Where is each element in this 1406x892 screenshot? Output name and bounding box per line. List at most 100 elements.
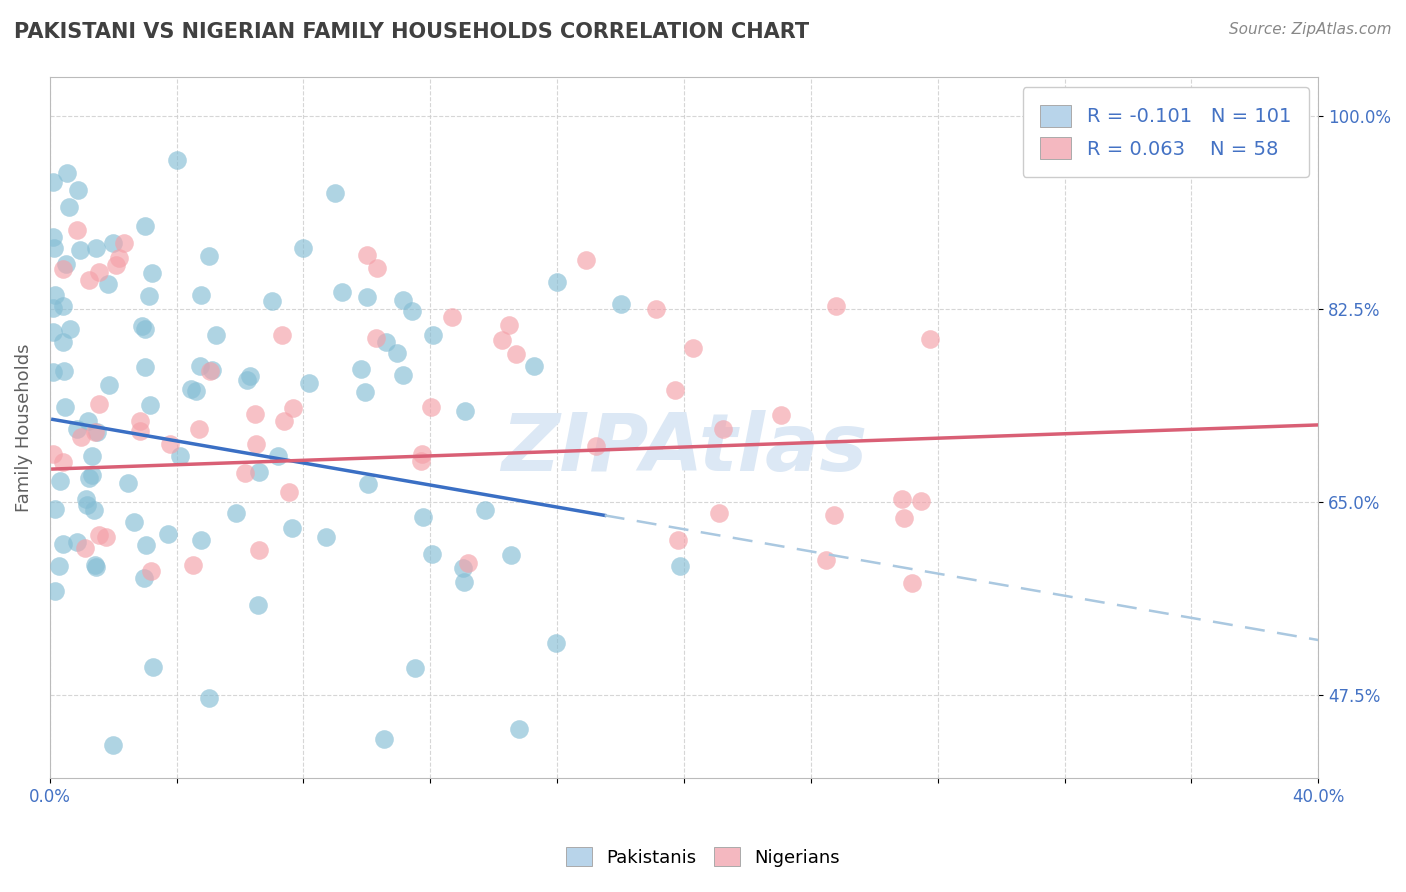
Point xyxy=(271,328,294,343)
Point xyxy=(666,533,689,547)
Point xyxy=(190,533,212,548)
Point xyxy=(55,257,77,271)
Point xyxy=(505,347,527,361)
Point xyxy=(401,304,423,318)
Point xyxy=(83,502,105,516)
Point xyxy=(387,345,409,359)
Point xyxy=(356,290,378,304)
Point xyxy=(128,414,150,428)
Point xyxy=(225,506,247,520)
Point xyxy=(97,377,120,392)
Point xyxy=(49,474,72,488)
Point xyxy=(166,153,188,168)
Point xyxy=(260,294,283,309)
Point xyxy=(105,258,128,272)
Point xyxy=(609,296,631,310)
Point xyxy=(48,558,70,573)
Point xyxy=(87,397,110,411)
Point xyxy=(52,364,75,378)
Point xyxy=(42,175,65,189)
Point xyxy=(544,635,567,649)
Point xyxy=(498,318,520,332)
Point xyxy=(277,484,299,499)
Point xyxy=(201,362,224,376)
Point xyxy=(53,400,76,414)
Point xyxy=(585,439,607,453)
Point xyxy=(42,301,65,315)
Point xyxy=(52,455,75,469)
Point xyxy=(247,465,270,479)
Point xyxy=(66,223,89,237)
Point xyxy=(645,301,668,316)
Text: PAKISTANI VS NIGERIAN FAMILY HOUSEHOLDS CORRELATION CHART: PAKISTANI VS NIGERIAN FAMILY HOUSEHOLDS … xyxy=(14,22,810,42)
Point xyxy=(84,425,107,439)
Point xyxy=(814,553,837,567)
Point xyxy=(108,251,131,265)
Point xyxy=(42,446,65,460)
Point xyxy=(501,548,523,562)
Point xyxy=(901,575,924,590)
Point xyxy=(67,183,90,197)
Point xyxy=(411,447,433,461)
Point xyxy=(156,526,179,541)
Point xyxy=(235,373,257,387)
Point xyxy=(404,661,426,675)
Point xyxy=(825,299,848,313)
Point xyxy=(128,425,150,439)
Point xyxy=(243,407,266,421)
Point xyxy=(184,384,207,399)
Point xyxy=(134,219,156,234)
Text: Source: ZipAtlas.com: Source: ZipAtlas.com xyxy=(1229,22,1392,37)
Point xyxy=(77,471,100,485)
Point xyxy=(84,559,107,574)
Point xyxy=(357,477,380,491)
Point xyxy=(76,498,98,512)
Y-axis label: Family Households: Family Households xyxy=(15,343,32,512)
Point xyxy=(86,425,108,439)
Point xyxy=(491,333,513,347)
Point xyxy=(420,547,443,561)
Text: ZIPAtlas: ZIPAtlas xyxy=(501,409,868,488)
Point xyxy=(134,359,156,374)
Point xyxy=(52,299,75,313)
Point xyxy=(323,186,346,201)
Point xyxy=(66,534,89,549)
Point xyxy=(198,364,221,378)
Point xyxy=(75,541,97,555)
Point xyxy=(70,430,93,444)
Point xyxy=(267,449,290,463)
Point xyxy=(135,538,157,552)
Point xyxy=(134,322,156,336)
Point xyxy=(330,285,353,300)
Point xyxy=(707,506,730,520)
Point xyxy=(159,436,181,450)
Point xyxy=(411,454,433,468)
Point xyxy=(457,556,479,570)
Point xyxy=(770,408,793,422)
Point xyxy=(350,361,373,376)
Point xyxy=(356,248,378,262)
Point xyxy=(668,558,690,573)
Point xyxy=(44,287,66,301)
Point xyxy=(197,691,219,706)
Point xyxy=(181,558,204,572)
Point xyxy=(239,369,262,384)
Point xyxy=(453,404,475,418)
Point xyxy=(451,561,474,575)
Point xyxy=(69,243,91,257)
Point xyxy=(187,422,209,436)
Point xyxy=(546,275,568,289)
Point xyxy=(82,449,104,463)
Point xyxy=(508,722,530,736)
Point xyxy=(315,530,337,544)
Point xyxy=(82,467,104,482)
Point xyxy=(132,571,155,585)
Point xyxy=(44,501,66,516)
Point xyxy=(112,235,135,250)
Point xyxy=(664,383,686,397)
Point xyxy=(422,328,444,343)
Point xyxy=(273,413,295,427)
Point xyxy=(373,732,395,747)
Point xyxy=(84,558,107,573)
Point xyxy=(117,476,139,491)
